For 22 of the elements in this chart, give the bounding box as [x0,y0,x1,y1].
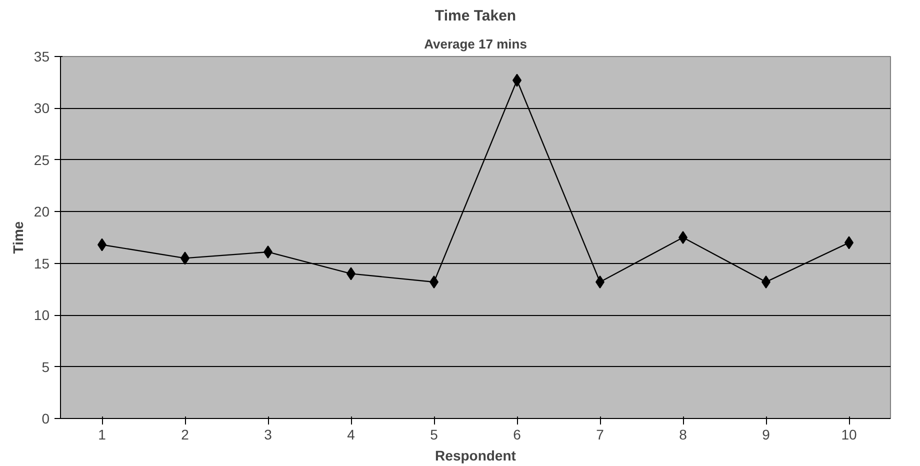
x-tick-label: 6 [513,426,522,442]
y-axis-title: Time [10,221,26,254]
y-tick-label: 10 [34,307,50,324]
x-tick-label: 5 [430,426,438,442]
chart-title: Time Taken [434,8,516,24]
x-tick-label: 7 [596,426,604,442]
y-tick-label: 5 [42,358,50,375]
x-tick-label: 1 [98,426,106,442]
y-tick-label: 15 [34,255,50,272]
y-tick-label: 35 [34,48,50,64]
x-tick-label: 3 [264,426,272,442]
y-tick-label: 30 [34,100,50,116]
x-tick-label: 4 [347,426,356,442]
x-tick-label: 10 [841,426,857,442]
x-tick-label: 2 [181,426,190,442]
y-tick-label: 0 [42,410,50,426]
chart-subtitle: Average 17 mins [424,36,527,52]
y-tick-label: 20 [34,204,50,220]
x-axis-title: Respondent [435,448,516,464]
y-tick-label: 25 [34,152,50,168]
x-tick-label: 9 [762,426,770,442]
x-tick-label: 8 [679,426,688,442]
